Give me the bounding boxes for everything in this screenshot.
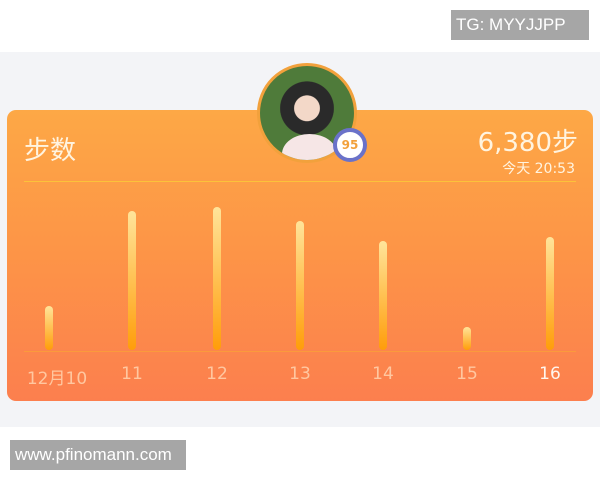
- divider: [24, 181, 576, 182]
- chart-baseline: [24, 351, 576, 352]
- x-tick-label[interactable]: 16: [539, 364, 561, 384]
- step-count: 6,380步: [477, 128, 578, 158]
- x-tick-label[interactable]: 12: [206, 364, 228, 384]
- bar-3[interactable]: [296, 220, 304, 350]
- x-tick-label[interactable]: 13: [289, 364, 311, 384]
- score-badge[interactable]: 95: [333, 128, 367, 162]
- watermark-bottom: www.pfinomann.com: [10, 440, 186, 470]
- x-tick-label[interactable]: 15: [456, 364, 478, 384]
- bar-5[interactable]: [463, 326, 471, 350]
- bar-0[interactable]: [45, 306, 53, 350]
- x-tick-label[interactable]: 12月10: [26, 369, 88, 389]
- update-time: 今天 20:53: [502, 161, 575, 177]
- avatar-photo: [282, 134, 337, 160]
- bar-4[interactable]: [379, 240, 387, 350]
- x-tick-label[interactable]: 11: [121, 364, 143, 384]
- watermark-top: TG: MYYJJPP: [451, 10, 589, 40]
- bar-2[interactable]: [213, 206, 221, 350]
- x-tick-label[interactable]: 14: [372, 364, 394, 384]
- bar-6[interactable]: [546, 237, 554, 350]
- bar-1[interactable]: [128, 210, 136, 350]
- card-title: 步数: [24, 136, 77, 166]
